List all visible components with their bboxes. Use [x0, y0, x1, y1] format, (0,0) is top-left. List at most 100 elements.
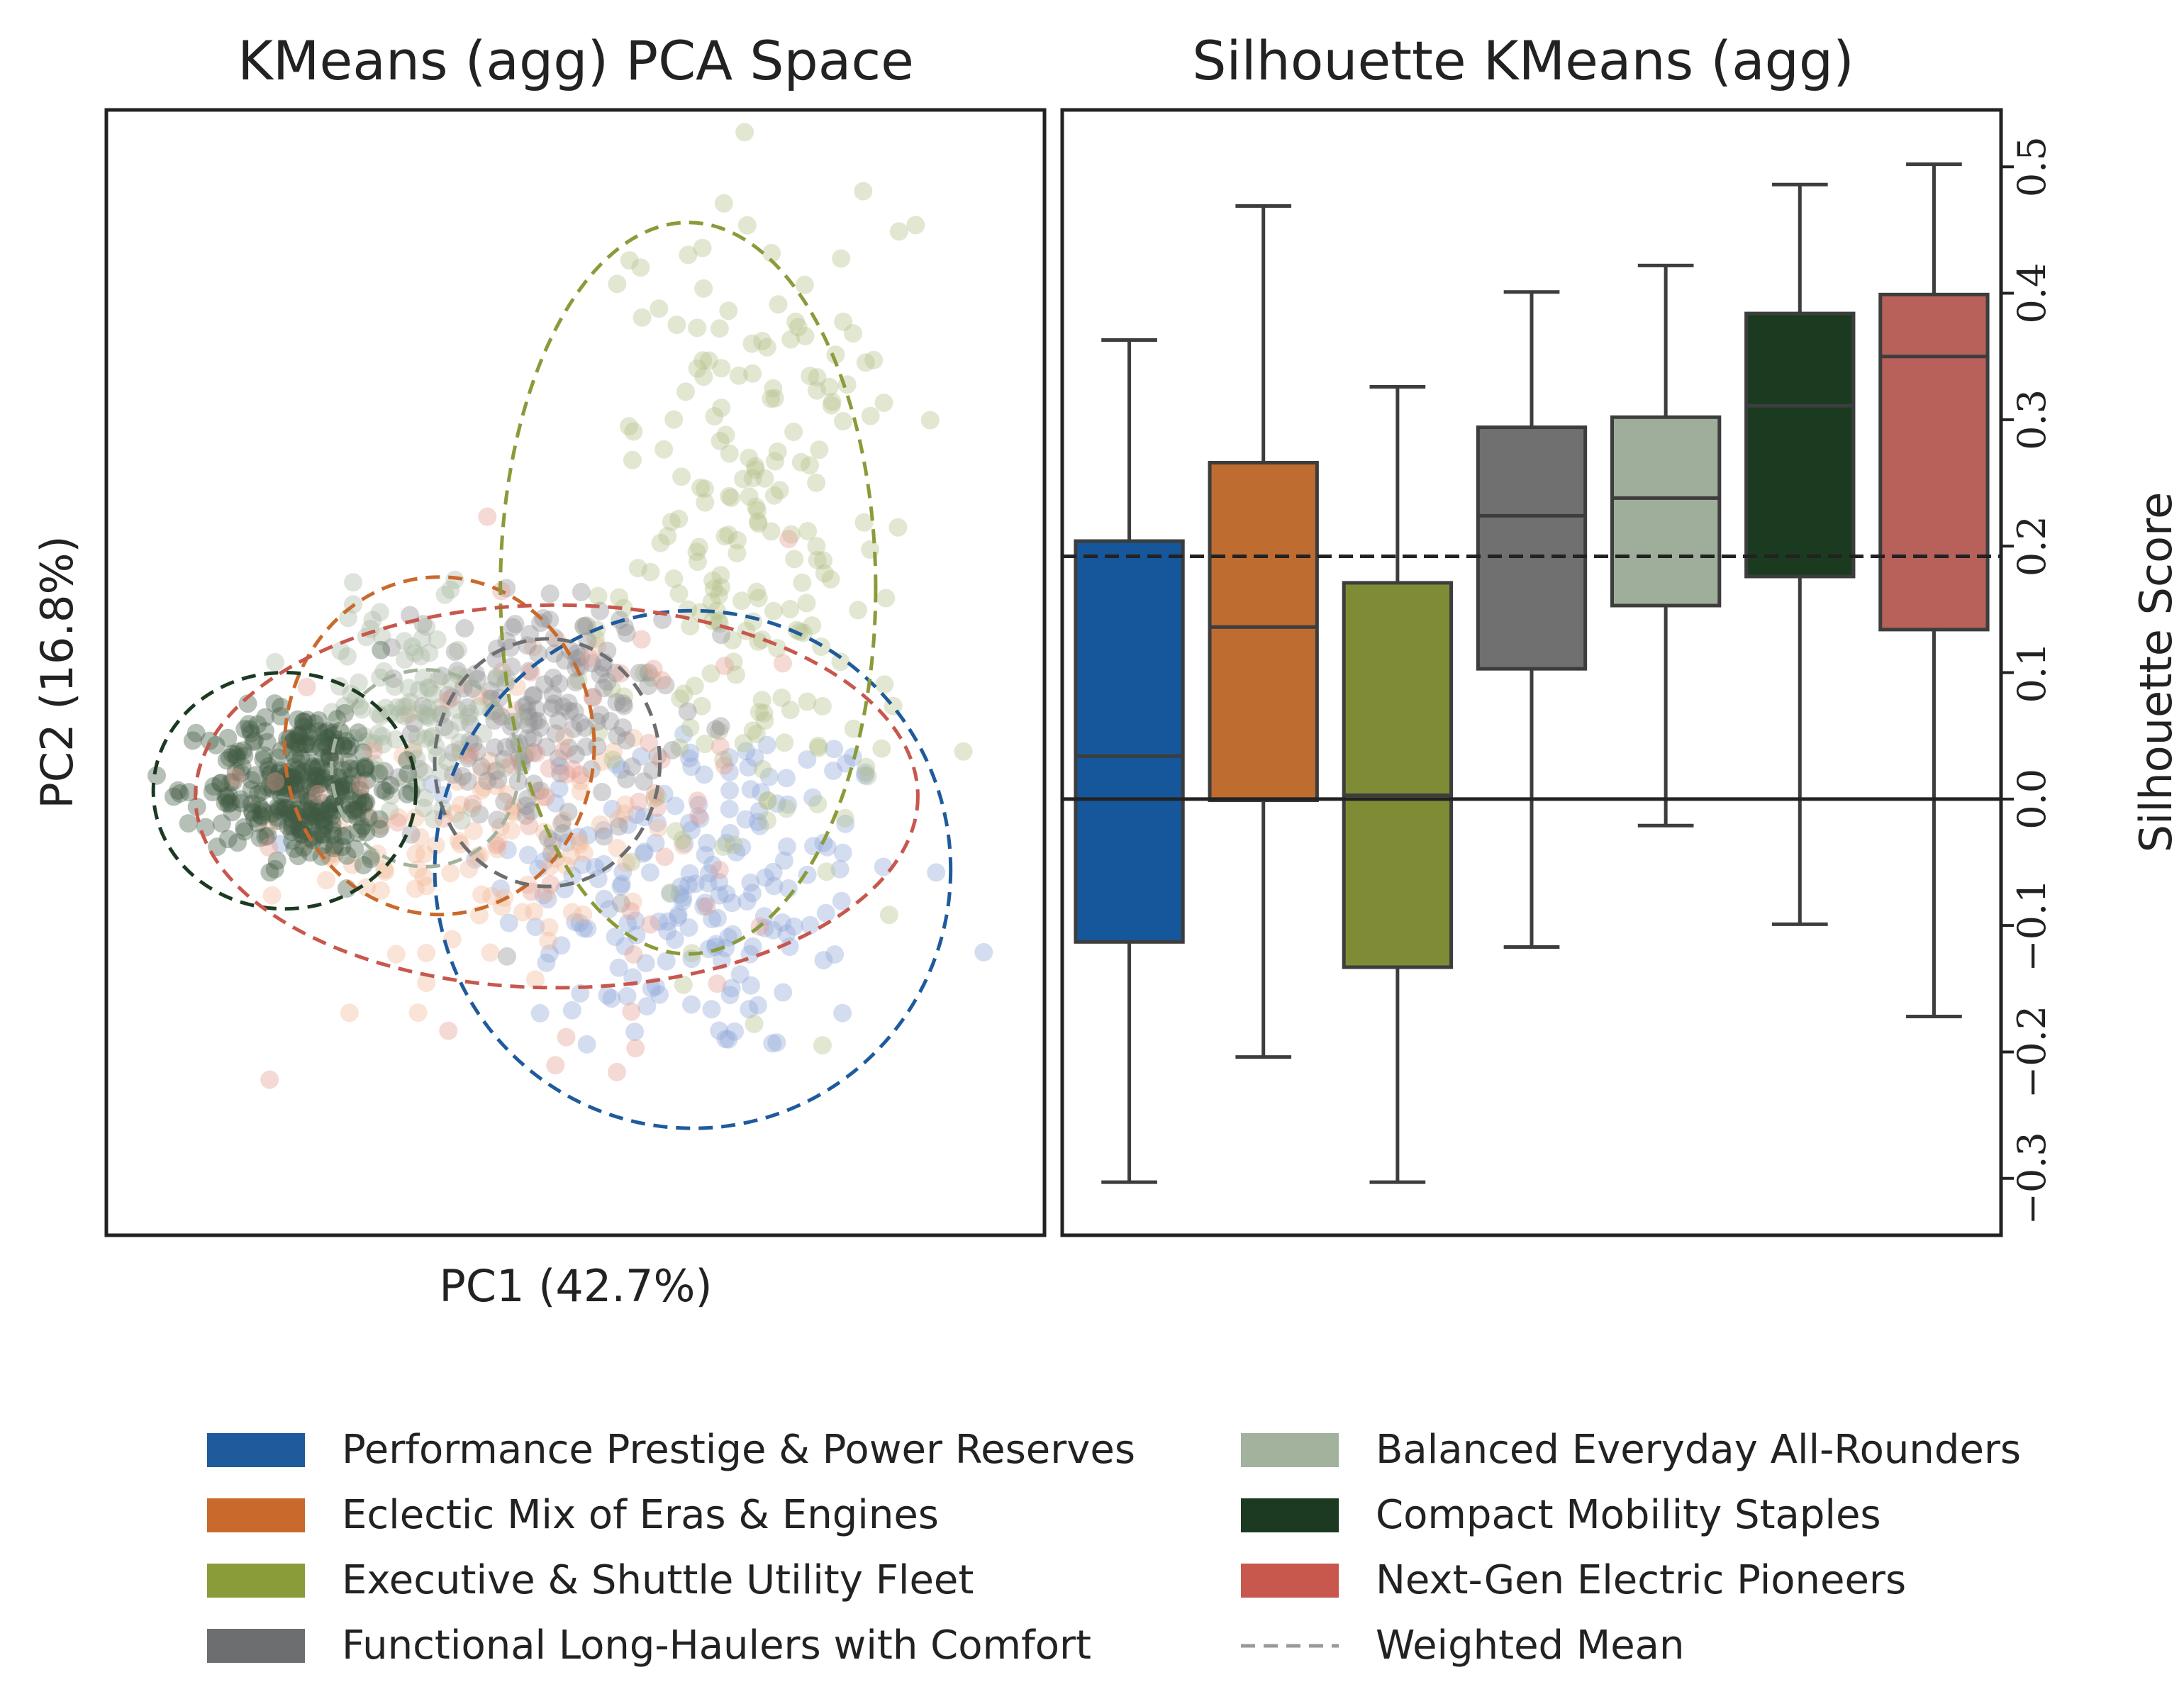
scatter-point [200, 731, 219, 750]
scatter-point [527, 744, 545, 763]
scatter-point [714, 194, 733, 213]
scatter-point [693, 351, 713, 370]
scatter-point [364, 754, 384, 774]
scatter-point [331, 642, 350, 660]
scatter-point [595, 889, 614, 908]
scatter-point [810, 440, 829, 460]
scatter-point [294, 712, 313, 731]
scatter-point [559, 694, 578, 713]
legend-swatch-3 [207, 1629, 305, 1663]
scatter-point [408, 727, 427, 746]
scatter-point [417, 706, 435, 725]
legend-label-0: Performance Prestige & Power Reserves [342, 1427, 1135, 1473]
scatter-point [300, 728, 319, 747]
scatter-point [624, 422, 643, 441]
scatter-point [531, 718, 550, 737]
pca-ylabel: PC2 (16.8%) [31, 535, 83, 808]
scatter-point [696, 845, 715, 864]
scatter-point [269, 797, 288, 816]
scatter-point [654, 784, 674, 803]
scatter-point [650, 912, 669, 931]
scatter-point [518, 703, 537, 722]
scatter-point [591, 815, 610, 834]
scatter-point [798, 522, 818, 541]
scatter-point [779, 795, 798, 814]
scatter-point [717, 833, 736, 852]
scatter-point [291, 820, 310, 839]
scatter-point [299, 791, 318, 811]
box-next-gen-electric-pioneers [1878, 162, 1990, 1019]
scatter-point [643, 761, 662, 780]
scatter-point [384, 669, 403, 689]
scatter-point [686, 874, 705, 893]
scatter-point [513, 903, 533, 922]
scatter-point [321, 798, 340, 817]
scatter-point [260, 1070, 279, 1089]
scatter-point [372, 881, 391, 900]
scatter-point [344, 573, 362, 592]
scatter-point [347, 808, 367, 826]
scatter-point [815, 564, 834, 583]
scatter-point [571, 765, 590, 784]
scatter-point [473, 762, 491, 781]
scatter-point [371, 706, 390, 725]
scatter-point [634, 844, 653, 863]
scatter-point [226, 745, 245, 764]
scatter-point [256, 708, 275, 727]
scatter-point [740, 487, 759, 506]
scatter-point [485, 738, 504, 757]
scatter-point [555, 727, 574, 746]
scatter-point [291, 748, 311, 767]
scatter-point [542, 698, 562, 718]
scatter-point [227, 748, 246, 767]
scatter-point [294, 762, 313, 781]
scatter-point [265, 859, 284, 879]
scatter-point [376, 698, 395, 718]
scatter-point [254, 750, 273, 769]
scatter-point [777, 769, 796, 788]
scatter-point [498, 785, 516, 803]
scatter-point [341, 775, 360, 793]
scatter-point [615, 804, 634, 823]
scatter-point [523, 686, 542, 706]
scatter-point [520, 816, 539, 835]
scatter-point [570, 835, 589, 854]
scatter-point [582, 654, 601, 673]
scatter-point [798, 750, 817, 769]
scatter-point [355, 795, 374, 814]
scatter-point [218, 830, 238, 849]
scatter-point [743, 937, 762, 956]
scatter-point [658, 527, 677, 546]
scatter-point [306, 808, 324, 828]
scatter-point [382, 786, 401, 805]
scatter-point [650, 985, 669, 1004]
scatter-point [463, 794, 482, 813]
scatter-point [235, 822, 254, 841]
scatter-point [670, 885, 689, 904]
scatter-point [294, 717, 313, 736]
scatter-point [296, 735, 316, 754]
scatter-point [830, 859, 849, 879]
scatter-point [394, 746, 413, 765]
scatter-point [323, 723, 342, 742]
scatter-point [648, 747, 667, 766]
silhouette-ylabel: Silhouette Score [2130, 492, 2182, 853]
scatter-point [793, 573, 812, 592]
scatter-point [479, 689, 498, 708]
scatter-point [489, 704, 508, 723]
scatter-point [711, 737, 730, 756]
scatter-point [313, 748, 333, 767]
scatter-point [339, 608, 357, 628]
box-performance-prestige-power-reserves [1074, 338, 1185, 1184]
scatter-point [620, 251, 639, 270]
scatter-point [695, 479, 714, 499]
scatter-point [252, 807, 272, 826]
y-tick-label: −0.1 [2010, 879, 2054, 972]
scatter-point [274, 798, 293, 817]
scatter-point [303, 759, 322, 778]
scatter-point [334, 736, 353, 755]
scatter-point [711, 566, 730, 585]
scatter-point [531, 781, 550, 800]
scatter-point [679, 876, 698, 894]
scatter-point [920, 411, 940, 430]
